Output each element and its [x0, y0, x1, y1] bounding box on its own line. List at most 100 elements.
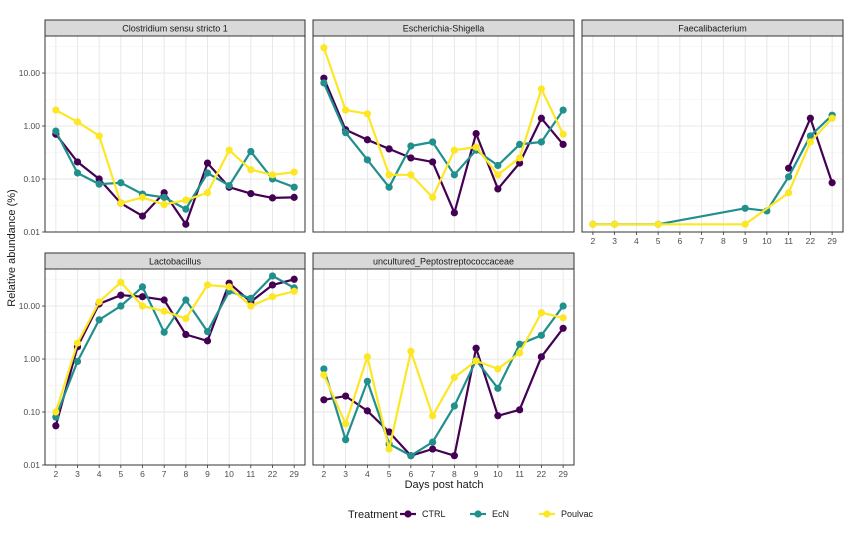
- data-point-ctrl: [537, 353, 545, 361]
- data-point-ecn: [559, 302, 567, 310]
- x-tick-label: 11: [784, 236, 793, 246]
- data-point-ctrl: [160, 296, 168, 304]
- y-tick-label: 10.00: [19, 301, 41, 311]
- x-tick-label: 6: [678, 236, 683, 246]
- series-line-ctrl: [54, 133, 295, 226]
- data-point-poulvac: [611, 220, 619, 228]
- x-tick-label: 2: [591, 236, 596, 246]
- data-point-ecn: [268, 272, 277, 280]
- data-point-poulvac: [138, 302, 147, 310]
- panel-title: Lactobacillus: [149, 257, 202, 267]
- y-tick-label: 0.01: [23, 460, 40, 470]
- data-point-ecn: [247, 147, 255, 156]
- data-point-ctrl: [828, 179, 836, 187]
- panel-background: [312, 268, 575, 466]
- data-point-poulvac: [268, 171, 277, 179]
- data-point-ctrl: [429, 445, 437, 453]
- legend-key-point: [543, 510, 551, 518]
- data-point-poulvac: [407, 347, 415, 355]
- data-point-ecn: [160, 328, 168, 336]
- x-tick-label: 10: [493, 469, 503, 479]
- data-point-ctrl: [363, 136, 371, 144]
- data-point-ecn: [95, 316, 103, 324]
- x-tick-label: 4: [634, 236, 639, 246]
- data-point-ctrl: [320, 396, 328, 404]
- data-point-ctrl: [516, 406, 524, 414]
- data-point-poulvac: [559, 130, 567, 138]
- data-point-ctrl: [182, 220, 190, 228]
- x-tick-label: 2: [53, 469, 58, 479]
- data-point-ecn: [450, 402, 458, 410]
- data-point-poulvac: [73, 118, 82, 126]
- data-point-poulvac: [160, 307, 168, 315]
- data-point-poulvac: [828, 114, 836, 122]
- data-point-ctrl: [494, 185, 502, 193]
- data-point-ctrl: [429, 158, 437, 166]
- data-point-ecn: [516, 140, 524, 149]
- data-point-ctrl: [537, 114, 545, 122]
- data-point-poulvac: [203, 189, 212, 197]
- legend-key-point: [404, 510, 412, 518]
- gridlines: [313, 36, 574, 232]
- series-group: [589, 111, 836, 228]
- data-point-poulvac: [290, 287, 298, 295]
- data-point-poulvac: [247, 302, 255, 310]
- panel-border: [581, 35, 844, 233]
- data-point-ctrl: [450, 209, 458, 217]
- data-point-ecn: [429, 138, 437, 146]
- data-point-poulvac: [268, 293, 277, 301]
- data-point-ctrl: [268, 194, 277, 202]
- data-point-poulvac: [320, 371, 328, 379]
- data-point-poulvac: [363, 353, 371, 361]
- x-tick-label: 7: [162, 469, 167, 479]
- series-line-ctrl: [322, 77, 564, 214]
- data-point-ecn: [203, 169, 212, 177]
- data-point-poulvac: [429, 412, 437, 420]
- data-point-ecn: [342, 129, 350, 137]
- data-point-ecn: [95, 180, 103, 188]
- data-point-poulvac: [225, 283, 233, 291]
- x-tick-label: 4: [365, 469, 370, 479]
- series-line-ecn: [322, 305, 564, 457]
- x-axis-title: Days post hatch: [405, 479, 484, 491]
- data-point-ecn: [342, 436, 350, 444]
- data-point-ecn: [494, 384, 502, 392]
- data-point-ctrl: [73, 158, 82, 166]
- data-point-poulvac: [516, 349, 524, 357]
- data-point-ctrl: [290, 193, 298, 201]
- x-tick-label: 9: [743, 236, 748, 246]
- series-group: [52, 272, 298, 430]
- data-point-poulvac: [516, 154, 524, 162]
- x-tick-label: 5: [118, 469, 123, 479]
- x-tick-label: 10: [762, 236, 772, 246]
- legend: Treatment CTRL EcN Poulvac: [348, 509, 594, 521]
- series-line-poulvac: [54, 281, 295, 413]
- data-point-ecn: [559, 106, 567, 114]
- data-point-poulvac: [95, 132, 103, 140]
- data-point-ecn: [73, 169, 82, 177]
- panel-title: Clostridium sensu stricto 1: [122, 24, 228, 34]
- data-point-ctrl: [117, 291, 125, 299]
- legend-label: Poulvac: [561, 509, 594, 519]
- data-point-ctrl: [806, 114, 814, 122]
- x-tick-label: 3: [343, 469, 348, 479]
- data-point-poulvac: [472, 357, 480, 365]
- data-point-ecn: [407, 452, 415, 460]
- x-tick-label: 11: [515, 469, 524, 479]
- data-point-poulvac: [117, 278, 125, 286]
- data-point-poulvac: [537, 85, 545, 93]
- legend-title: Treatment: [348, 509, 398, 521]
- data-point-poulvac: [95, 298, 103, 306]
- data-point-ecn: [320, 365, 328, 373]
- data-point-ecn: [52, 127, 60, 135]
- data-point-ctrl: [472, 344, 480, 352]
- data-point-poulvac: [494, 171, 502, 179]
- x-tick-label: 5: [387, 469, 392, 479]
- data-point-poulvac: [494, 365, 502, 373]
- data-point-poulvac: [537, 309, 545, 317]
- data-point-ecn: [450, 171, 458, 179]
- data-point-ecn: [117, 179, 125, 187]
- x-tick-label: 5: [656, 236, 661, 246]
- panel: Faecalibacterium 2 3 4 5 6 7 8 9 10 11 22 29: [581, 19, 844, 246]
